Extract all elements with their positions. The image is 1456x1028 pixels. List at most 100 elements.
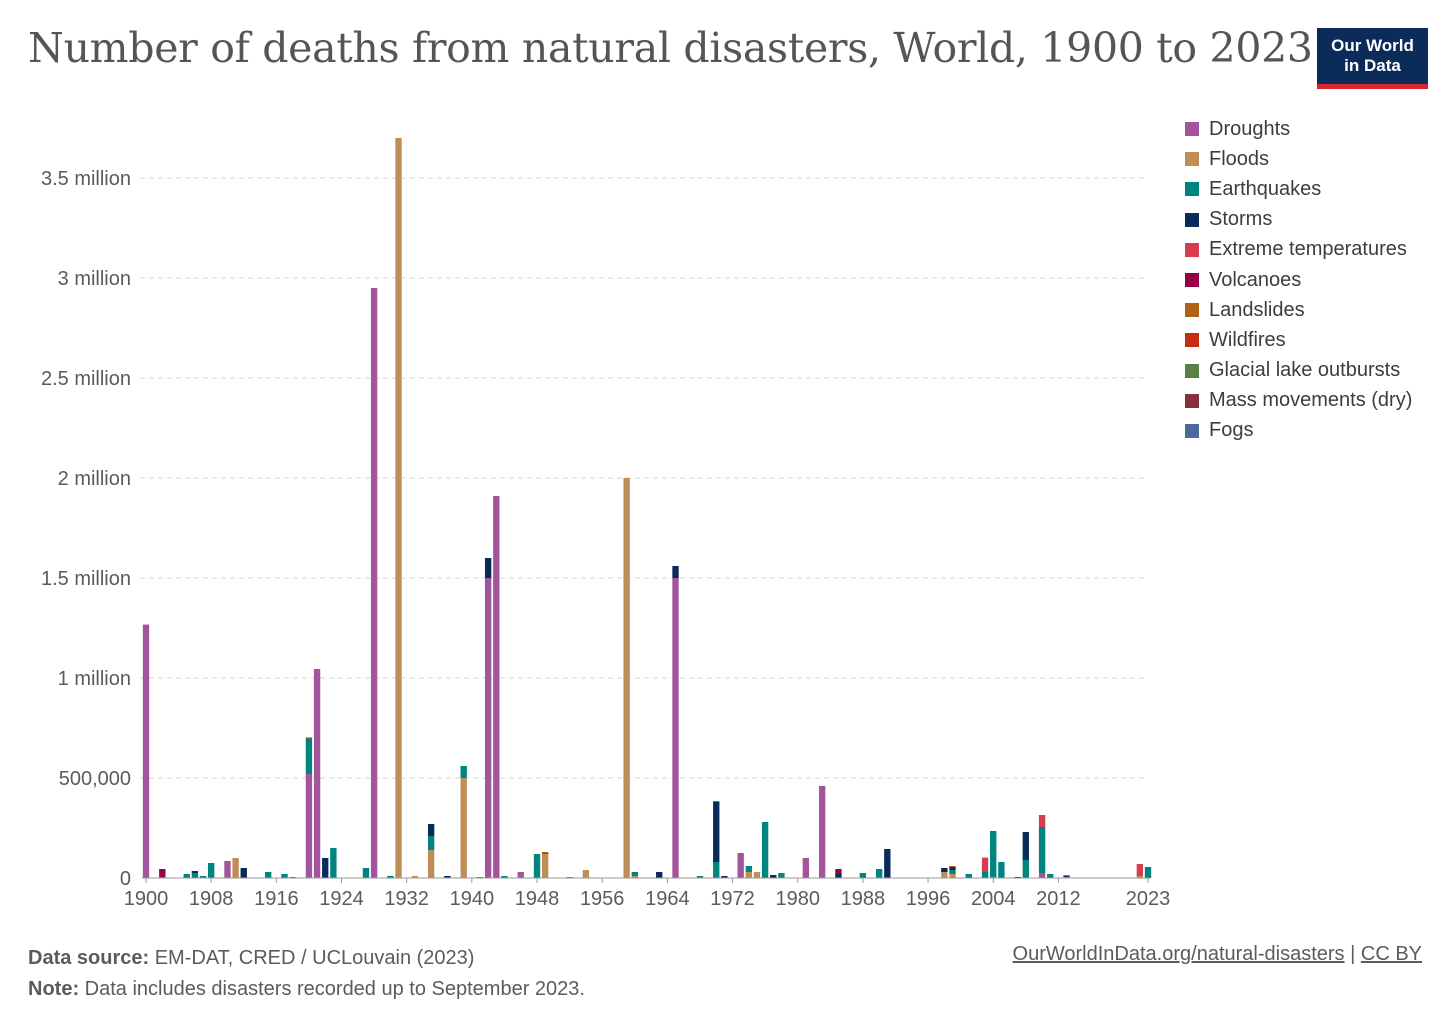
legend-item[interactable]: Landslides: [1185, 295, 1412, 325]
bar-segment[interactable]: Earthquakes 1976: 280,000: [762, 822, 768, 878]
bar-segment[interactable]: Earthquakes 1920: 180,000: [306, 738, 312, 774]
bar-segment[interactable]: Droughts 1942: 1,500,000: [485, 578, 491, 878]
bar-segment[interactable]: Volcanoes 1902: 40,000: [159, 869, 165, 877]
bar-segment[interactable]: Storms 1942: 100,000: [485, 558, 491, 578]
bar-segment[interactable]: Floods 1998: 30,000: [941, 872, 947, 878]
y-tick-label: 1 million: [58, 668, 131, 690]
bar-segment[interactable]: Earthquakes 1999: 20,000: [949, 870, 955, 874]
bar-segment[interactable]: Storms 1998: 20,000: [941, 868, 947, 872]
bar-segment[interactable]: Earthquakes 1923: 150,000: [330, 848, 336, 878]
bar-segment[interactable]: Earthquakes 1949: 5,000: [542, 853, 548, 854]
legend-swatch: [1185, 394, 1199, 408]
bar-segment[interactable]: Earthquakes 2011: 20,000: [1047, 874, 1053, 878]
bar-segment[interactable]: Droughts 2010: 25,000: [1039, 873, 1045, 878]
bar-segment[interactable]: Earthquakes 1990: 45,000: [876, 869, 882, 878]
legend-label: Wildfires: [1209, 329, 1286, 352]
bar-segment[interactable]: Droughts 1921: 1,045,000: [314, 669, 320, 878]
bar-segment[interactable]: Floods 1999: 20,000: [949, 874, 955, 878]
bar-segment[interactable]: Earthquakes 2003: 30,000: [982, 872, 988, 878]
bar-segment[interactable]: Landslides 1920: 3,000: [306, 737, 312, 738]
x-tick-label: 1996: [906, 888, 951, 910]
bar-segment[interactable]: Droughts 1973: 125,000: [738, 853, 744, 878]
license-link[interactable]: CC BY: [1361, 943, 1422, 965]
bar-segment[interactable]: Earthquakes 1927: 50,000: [363, 868, 369, 878]
bar-segment[interactable]: Earthquakes 1906: 25,000: [192, 873, 198, 878]
bar-segment[interactable]: Extreme temperatures 2022: 60,000: [1137, 864, 1143, 876]
bar-segment[interactable]: Floods 1939: 500,000: [461, 778, 467, 878]
bar-segment[interactable]: Droughts 1983: 460,000: [819, 786, 825, 878]
bar-segment[interactable]: Floods 1931: 3,700,000: [395, 138, 401, 878]
bar-segment[interactable]: Droughts 1943: 1,910,000: [493, 496, 499, 878]
bar-segment[interactable]: Earthquakes 1978: 25,000: [778, 873, 784, 878]
legend-item[interactable]: Extreme temperatures: [1185, 235, 1412, 265]
bar-segment[interactable]: Landslides 1949: 5,000: [542, 852, 548, 853]
legend-item[interactable]: Floods: [1185, 144, 1412, 174]
bar-segment[interactable]: Floods 1974: 30,000: [746, 872, 752, 878]
bar-segment[interactable]: Storms 1991: 145,000: [884, 849, 890, 878]
legend-item[interactable]: Fogs: [1185, 416, 1412, 446]
bar-segment[interactable]: Floods 1954: 40,000: [583, 870, 589, 878]
bar-segment[interactable]: Landslides 1999: 5,000: [949, 866, 955, 867]
bar-segment[interactable]: Droughts 1928: 2,950,000: [371, 288, 377, 878]
x-tick-label: 1988: [841, 888, 886, 910]
bar-segment[interactable]: Earthquakes 1905: 20,000: [184, 874, 190, 878]
legend-label: Storms: [1209, 208, 1272, 231]
x-tick-label: 1916: [254, 888, 299, 910]
bar-segment[interactable]: Extreme temperatures 2010: 60,000: [1039, 815, 1045, 827]
bar-segment[interactable]: Storms 1965: 60,000: [672, 566, 678, 578]
bar-segment[interactable]: Glacial lake outbursts 1970: 5,000: [713, 801, 719, 802]
legend-item[interactable]: Earthquakes: [1185, 174, 1412, 204]
bar-segment[interactable]: Earthquakes 1908: 75,000: [208, 863, 214, 878]
bar-segment[interactable]: Earthquakes 1960: 20,000: [632, 872, 638, 876]
bar-segment[interactable]: Storms 1922: 100,000: [322, 858, 328, 878]
bar-segment[interactable]: Floods 1975: 30,000: [754, 872, 760, 878]
bar-segment[interactable]: Earthquakes 1935: 70,000: [428, 836, 434, 850]
bar-segment[interactable]: Earthquakes 1974: 30,000: [746, 866, 752, 872]
bar-segment[interactable]: Storms 1999: 15,000: [949, 867, 955, 870]
bar-segment[interactable]: Storms 1970: 300,000: [713, 802, 719, 862]
bar-segment[interactable]: Droughts 1920: 520,000: [306, 774, 312, 878]
bar-segment[interactable]: Droughts 1981: 100,000: [803, 858, 809, 878]
bar-segment[interactable]: Extreme temperatures 2003: 72,000: [982, 858, 988, 872]
legend-item[interactable]: Storms: [1185, 205, 1412, 235]
bar-segment[interactable]: Storms 1963: 30,000: [656, 872, 662, 878]
legend-label: Floods: [1209, 148, 1269, 171]
legend-item[interactable]: Wildfires: [1185, 325, 1412, 355]
source-link[interactable]: OurWorldInData.org/natural-disasters: [1013, 943, 1345, 965]
bar-segment[interactable]: Earthquakes 2010: 230,000: [1039, 827, 1045, 873]
bar-segment[interactable]: Earthquakes 2001: 20,000: [966, 874, 972, 878]
bar-segment[interactable]: Earthquakes 2005: 80,000: [998, 862, 1004, 878]
bar-segment[interactable]: Floods 1949: 120,000: [542, 854, 548, 878]
bar-segment[interactable]: Droughts 1910: 85,000: [224, 861, 230, 878]
bar-segment[interactable]: Volcanoes 1985: 25,000: [835, 869, 841, 874]
bar-segment[interactable]: Floods 1935: 140,000: [428, 850, 434, 878]
bar-segment[interactable]: Storms 2008: 140,000: [1023, 832, 1029, 860]
bar-segment[interactable]: Earthquakes 1939: 60,000: [461, 766, 467, 778]
legend-item[interactable]: Mass movements (dry): [1185, 386, 1412, 416]
bar-segment[interactable]: Earthquakes 1917: 20,000: [281, 874, 287, 878]
bar-segment[interactable]: Storms 1906: 10,000: [192, 871, 198, 873]
bar-segment[interactable]: Droughts 1965: 1,500,000: [672, 578, 678, 878]
legend-item[interactable]: Glacial lake outbursts: [1185, 356, 1412, 386]
bar-segment[interactable]: Storms 2013: 8,000: [1063, 875, 1069, 877]
bar-segment[interactable]: Storms 1935: 60,000: [428, 824, 434, 836]
bar-segment[interactable]: Earthquakes 2004: 230,000: [990, 831, 996, 877]
owid-logo[interactable]: Our World in Data: [1317, 28, 1428, 89]
bar-segment[interactable]: Earthquakes 2023: 55,000: [1145, 867, 1151, 878]
bar-segment[interactable]: Earthquakes 1988: 25,000: [860, 873, 866, 878]
bar-segment[interactable]: Floods 1959: 2,000,000: [623, 478, 629, 878]
bar-segment[interactable]: Earthquakes 1970: 80,000: [713, 862, 719, 878]
bar-segment[interactable]: Earthquakes 2008: 90,000: [1023, 860, 1029, 878]
stacked-bar-chart[interactable]: 0 500,000 1 million 1.5 million 2 million 2.5…: [0, 100, 1170, 920]
bar-segment[interactable]: Storms 1985: 20,000: [835, 874, 841, 878]
bar-segment[interactable]: Droughts 1946: 30,000: [518, 872, 524, 878]
bar-segment[interactable]: Floods 1911: 100,000: [232, 858, 238, 878]
legend-label: Droughts: [1209, 118, 1290, 141]
legend-item[interactable]: Volcanoes: [1185, 265, 1412, 295]
bar-segment[interactable]: Earthquakes 1915: 30,000: [265, 872, 271, 878]
bar-segment[interactable]: Storms 1912: 50,000: [241, 868, 247, 878]
x-tick-label: 1980: [775, 888, 820, 910]
bar-segment[interactable]: Droughts 1900: 1,267,000: [143, 625, 149, 878]
legend-item[interactable]: Droughts: [1185, 114, 1412, 144]
bar-segment[interactable]: Earthquakes 1948: 120,000: [534, 854, 540, 878]
